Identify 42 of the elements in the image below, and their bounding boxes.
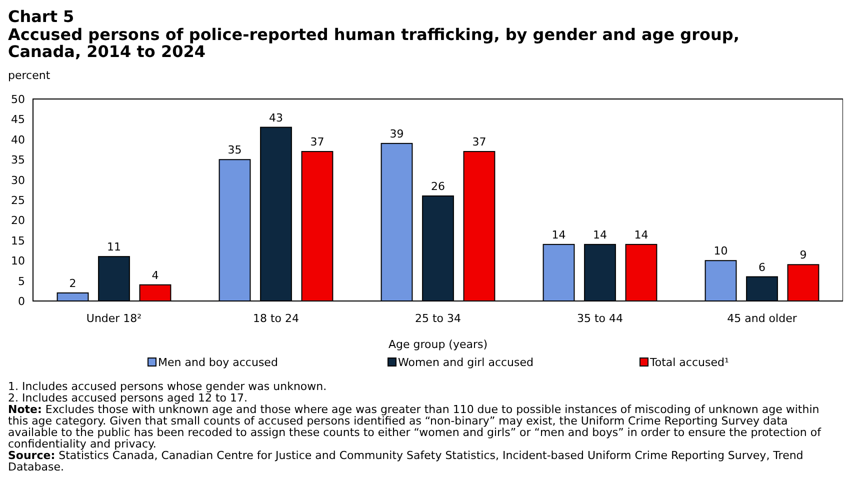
x-tick-label: 45 and older bbox=[727, 312, 798, 325]
data-label: 37 bbox=[310, 136, 324, 149]
data-label: 4 bbox=[152, 268, 159, 282]
text: Note: Excludes those with unknown age and those where age was greater than 110 due to possible instances of miscoding of unknown age within this age category. Given that small counts of accused persons identified as “non-binary” may exist, the Uniform Crime Reporting Survey data available to the public has been recoded to assign these counts to either “women and girls” or “men and boys” in order to ensure the protection of confidentiality and privacy. bbox=[8, 403, 822, 450]
y-tick-label: 20 bbox=[11, 214, 25, 228]
source-note: Source: Statistics Canada, Canadian Centre for Justice and Community Safety Statistics, Incident-based Uniform Crime Reporting Survey, Trend Database. bbox=[8, 449, 804, 474]
data-label: 11 bbox=[107, 240, 121, 254]
y-tick-label: 30 bbox=[11, 174, 25, 187]
y-tick-label: 40 bbox=[11, 133, 25, 146]
x-tick-label: 18 to 24 bbox=[252, 312, 300, 325]
y-tick-label: 5 bbox=[18, 274, 25, 288]
legend-label: Women and girl accused bbox=[398, 356, 534, 369]
x-tick-label: 25 to 34 bbox=[414, 312, 462, 325]
data-label: 2 bbox=[69, 276, 76, 290]
data-label: 6 bbox=[758, 260, 766, 274]
y-tick-label: 10 bbox=[11, 254, 25, 268]
data-label: 26 bbox=[431, 180, 445, 193]
text: 1. Includes accused persons whose gender was unknown. bbox=[8, 380, 327, 393]
data-label: 35 bbox=[228, 144, 242, 157]
y-tick-label: 50 bbox=[11, 93, 25, 106]
x-tick-label: Under 18² bbox=[86, 312, 142, 325]
y-tick-label: 15 bbox=[11, 234, 25, 248]
y-axis-title: percent bbox=[8, 69, 51, 82]
y-tick-label: 0 bbox=[18, 295, 25, 308]
text: 2. Includes accused persons aged 12 to 17. bbox=[8, 392, 248, 404]
x-tick-label: 35 to 44 bbox=[576, 312, 624, 325]
data-label: 14 bbox=[634, 228, 648, 242]
data-label: 9 bbox=[800, 248, 807, 262]
data-label: 43 bbox=[269, 111, 283, 124]
x-axis-title: Age group (years) bbox=[388, 338, 488, 351]
y-tick-label: 25 bbox=[11, 194, 25, 207]
data-label: 10 bbox=[714, 244, 728, 258]
legend-label: Men and boy accused bbox=[158, 356, 278, 369]
y-tick-label: 35 bbox=[11, 154, 25, 167]
chart-title: Chart 5 bbox=[8, 7, 74, 26]
data-label: 14 bbox=[593, 228, 607, 242]
data-label: 14 bbox=[552, 228, 566, 242]
data-label: 37 bbox=[472, 136, 486, 149]
chart-subtitle: Accused persons of police-reported human trafficking, by gender and age group, Canada, 2014 to 2024 bbox=[8, 25, 740, 61]
y-tick-label: 45 bbox=[11, 113, 25, 126]
data-label: 39 bbox=[390, 127, 404, 140]
legend-label: Total accused¹ bbox=[649, 356, 729, 369]
